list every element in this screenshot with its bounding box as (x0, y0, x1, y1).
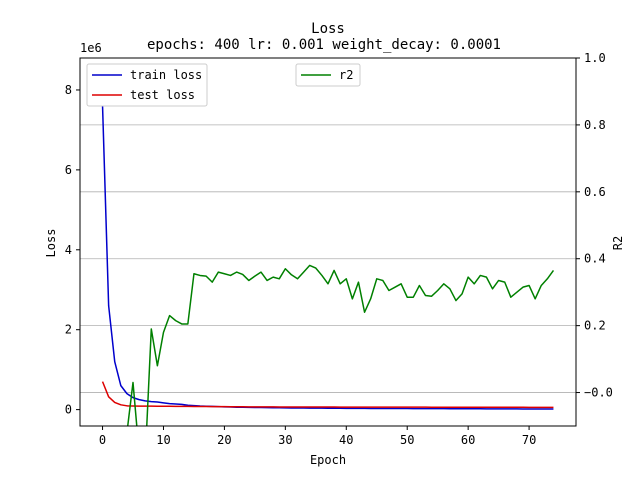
x-tick-label-6: 60 (461, 433, 475, 447)
right-y-tick-label-0: −0.0 (584, 386, 613, 400)
left-y-tick-label-2: 4 (65, 243, 72, 257)
left-y-tick-label-4: 8 (65, 83, 72, 97)
x-tick-label-7: 70 (522, 433, 536, 447)
series-lines (101, 105, 555, 426)
right-y-tick-label-1: 0.2 (584, 319, 606, 333)
series-line-r2 (126, 264, 555, 426)
right-y-tick-label-4: 0.8 (584, 118, 606, 132)
right-y-tick-label-5: 1.0 (584, 51, 606, 65)
x-axis-label: Epoch (310, 453, 346, 467)
left-y-axis-ticks: 0 2 4 6 8 (65, 83, 80, 417)
grid-lines (80, 124, 576, 393)
x-tick-label-2: 20 (217, 433, 231, 447)
chart-title: Loss (311, 21, 345, 37)
legend-r2-label: r2 (339, 68, 353, 82)
legend-loss: train loss test loss (86, 63, 208, 107)
x-tick-label-3: 30 (278, 433, 292, 447)
legend-train-loss-label: train loss (130, 68, 202, 82)
series-line-test-loss (101, 381, 554, 409)
left-y-tick-label-0: 0 (65, 403, 72, 417)
left-y-tick-label-3: 6 (65, 163, 72, 177)
legend-r2: r2 (295, 63, 361, 87)
series-line-train-loss (101, 105, 554, 410)
chart-subtitle: epochs: 400 lr: 0.001 weight_decay: 0.00… (147, 37, 501, 53)
right-y-tick-label-3: 0.6 (584, 185, 606, 199)
right-y-axis-ticks: −0.0 0.2 0.4 0.6 0.8 1.0 (576, 51, 613, 400)
x-tick-label-1: 10 (156, 433, 170, 447)
right-y-axis-label: R2 (611, 236, 625, 250)
plot-frame (79, 57, 577, 427)
x-axis-ticks: 0 10 20 30 40 50 60 70 (99, 426, 536, 447)
left-y-axis-label: Loss (44, 229, 58, 258)
right-y-tick-label-2: 0.4 (584, 252, 606, 266)
x-tick-label-0: 0 (99, 433, 106, 447)
left-axis-scale-label: 1e6 (80, 41, 102, 55)
legend-test-loss-label: test loss (130, 88, 195, 102)
x-tick-label-5: 50 (400, 433, 414, 447)
left-y-tick-label-1: 2 (65, 323, 72, 337)
x-tick-label-4: 40 (339, 433, 353, 447)
